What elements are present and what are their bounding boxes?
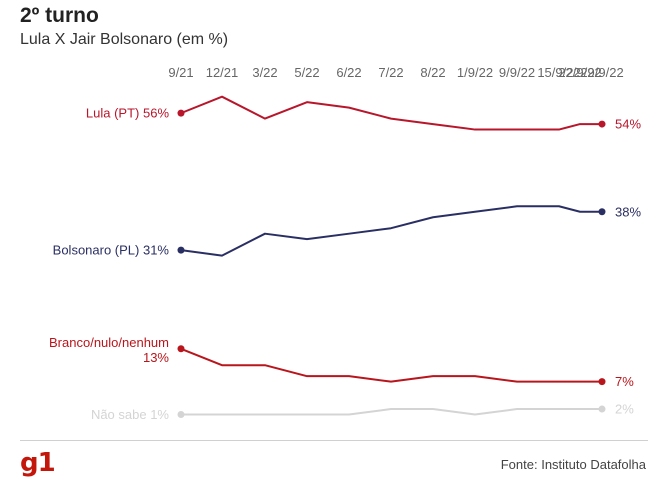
series-start-point (177, 246, 185, 254)
x-tick-label: 7/22 (378, 65, 403, 80)
series-start-label: 13% (143, 350, 169, 365)
x-tick-label: 15/9/22 (537, 65, 580, 80)
series-end-point (598, 120, 606, 128)
x-tick-label: 9/21 (168, 65, 193, 80)
x-tick-label: 12/21 (206, 65, 239, 80)
series-start-label: Não sabe 1% (91, 407, 169, 422)
series-end-point (598, 405, 606, 413)
series-start-label: Branco/nulo/nenhum (49, 335, 169, 350)
x-tick-label: 8/22 (420, 65, 445, 80)
series-end-label: 2% (615, 402, 634, 417)
series-start-label: Bolsonaro (PL) 31% (53, 243, 170, 258)
series-end-label: 54% (615, 117, 641, 132)
series-line (180, 95, 602, 131)
x-tick-label: 29/9/22 (580, 65, 623, 80)
x-tick-label: 5/22 (294, 65, 319, 80)
x-tick-label: 22/9/22 (558, 65, 601, 80)
chart-subtitle: Lula X Jair Bolsonaro (em %) (20, 31, 229, 48)
x-tick-label: 6/22 (336, 65, 361, 80)
footer-divider (20, 440, 648, 441)
series-end-label: 38% (615, 204, 641, 219)
source-note: Fonte: Instituto Datafolha (500, 457, 646, 472)
x-tick-label: 9/9/22 (499, 65, 535, 80)
g1-logo: g1 (20, 448, 56, 478)
series-end-point (598, 378, 606, 386)
chart-title: 2º turno (20, 4, 99, 27)
x-tick-label: 3/22 (252, 65, 277, 80)
series-start-point (177, 345, 185, 353)
series-start-point (177, 411, 185, 419)
series-line (180, 347, 602, 383)
series-line (180, 205, 602, 257)
series-end-point (598, 208, 606, 216)
series-start-point (177, 109, 185, 117)
series-end-label: 7% (615, 374, 634, 389)
series-line (181, 408, 602, 416)
series-start-label: Lula (PT) 56% (86, 106, 170, 121)
line-chart: 9/21 12/21 3/22 5/22 6/22 7/22 8/22 1/9/22 9/9/2… (49, 65, 641, 422)
x-tick-label: 1/9/22 (457, 65, 493, 80)
